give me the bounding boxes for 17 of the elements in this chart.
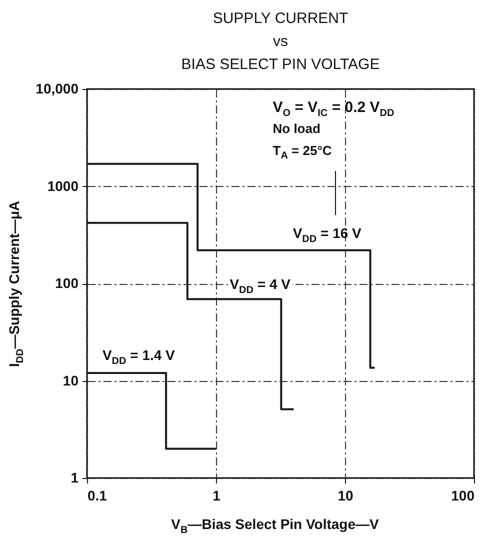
x-tick-label: 1 [212, 488, 221, 504]
y-tick-label: 1000 [47, 178, 79, 194]
annotation: No load [272, 121, 320, 136]
x-tick-label: 0.1 [88, 488, 108, 504]
annotation: V$_{O}$ = V$_{IC}$ = 0.2 V$_{DD}$ [272, 99, 394, 119]
y-tick-label: 1 [70, 470, 79, 486]
y-tick-label: 100 [55, 275, 79, 291]
annotation: T$_{A}$ = 25°C [272, 143, 332, 162]
x-tick-label: 100 [451, 488, 475, 504]
y-tick-label: 10,000 [36, 80, 79, 96]
series-label: V$_{DD}$ = 16 V [292, 225, 362, 246]
x-axis-title: V$_{B}$—Bias Select Pin Voltage—V [170, 516, 380, 536]
series-label: V$_{DD}$ = 4 V [228, 276, 292, 296]
chart-title: SUPPLY CURRENT vs BIAS SELECT PIN VOLTAGE [181, 10, 380, 73]
x-tick-label: 10 [338, 488, 354, 504]
y-tick-label: 10 [62, 372, 79, 388]
series-label: V$_{DD}$ = 1.4 V [101, 347, 176, 367]
